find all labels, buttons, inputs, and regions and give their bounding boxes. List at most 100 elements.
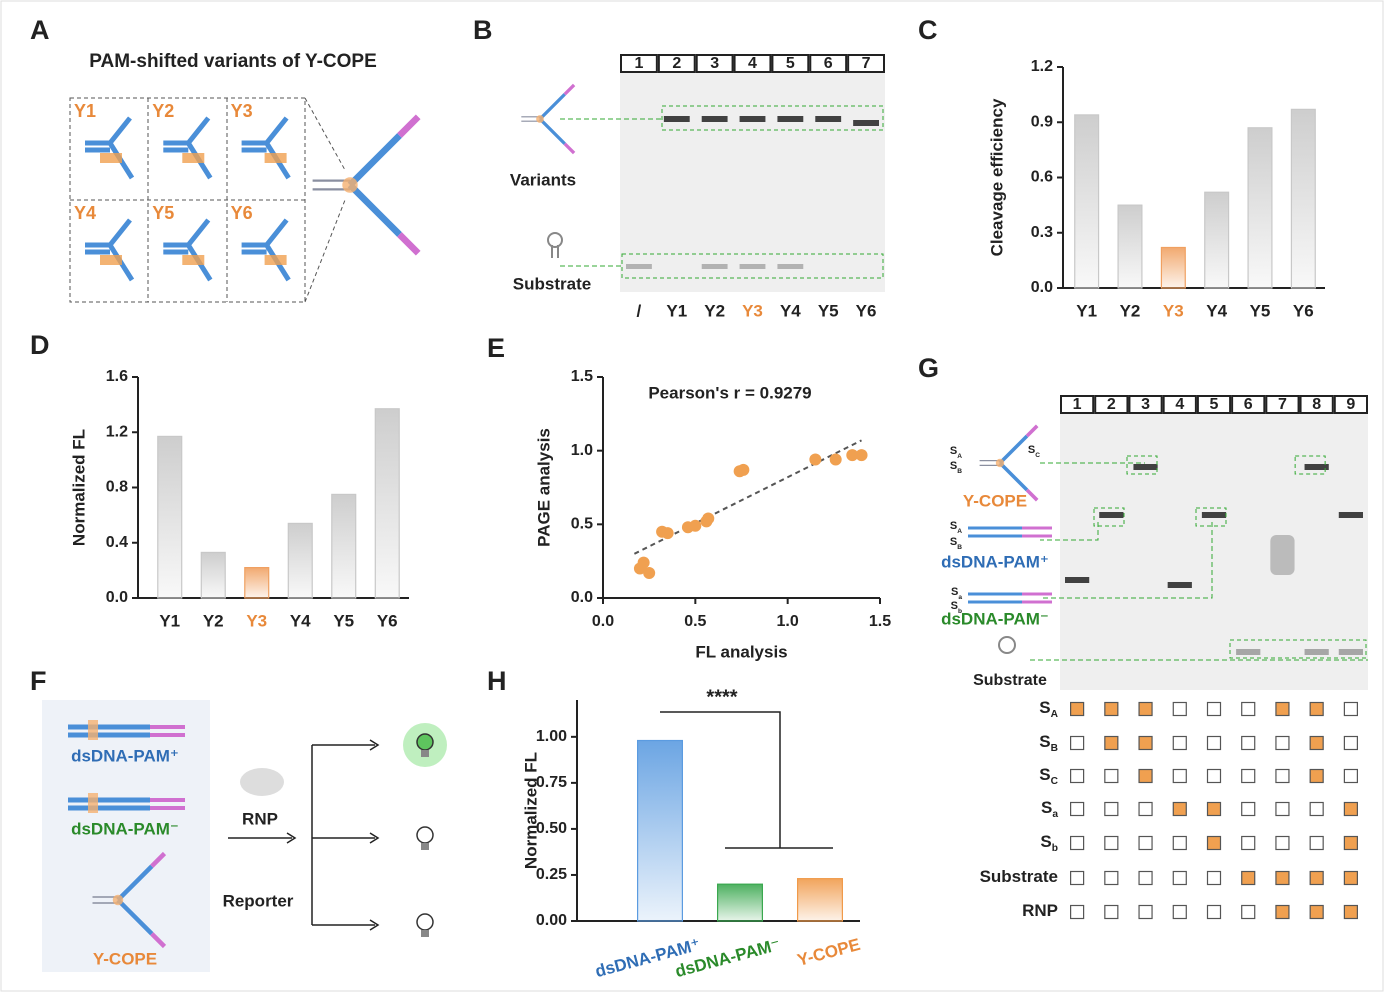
fit-line xyxy=(633,439,862,555)
strand-label: SA xyxy=(950,445,962,460)
symbol: S xyxy=(1039,698,1050,717)
panel-label: C xyxy=(918,15,938,45)
x-tick-label: Y5 xyxy=(333,611,354,630)
y-tick-label: 1.6 xyxy=(106,368,128,385)
y-axis-label: Normalized FL xyxy=(521,752,540,869)
significance-bracket xyxy=(660,711,833,849)
cell-empty xyxy=(1275,735,1290,751)
cell-empty xyxy=(1206,904,1222,920)
gel-band xyxy=(1065,577,1090,583)
cell-empty xyxy=(1172,768,1187,784)
input-label: dsDNA-PAM⁻ xyxy=(71,819,179,838)
lane-number: 4 xyxy=(1175,396,1184,413)
band-label: Variants xyxy=(510,170,576,189)
input-label: Y-COPE xyxy=(93,949,157,968)
cell-filled xyxy=(1206,801,1222,817)
cell-empty xyxy=(1206,768,1222,784)
input-label: dsDNA-PAM⁺ xyxy=(71,746,179,765)
sample-label: / xyxy=(637,301,642,320)
lane-number: 1 xyxy=(1073,396,1082,413)
cell-empty xyxy=(1070,768,1085,784)
symbol: S xyxy=(1041,798,1052,817)
band-box xyxy=(1195,507,1227,527)
dna-icon xyxy=(1022,592,1052,604)
dna-icon xyxy=(968,526,1022,538)
lane-number: 3 xyxy=(710,55,719,72)
lane-box xyxy=(847,54,886,73)
symbol: S xyxy=(1040,832,1051,851)
point xyxy=(637,556,650,569)
point xyxy=(809,453,822,466)
symbol: S xyxy=(950,445,957,457)
y-tick-label: 1.2 xyxy=(1031,58,1053,75)
y-tick-label: 0.6 xyxy=(1031,169,1053,186)
x-tick-label: 1.0 xyxy=(777,613,799,630)
variant-pam xyxy=(100,255,122,265)
bar xyxy=(157,435,183,599)
cell-empty xyxy=(1070,904,1085,920)
y-axis-label: Normalized FL xyxy=(69,429,88,546)
panel-label: G xyxy=(918,353,939,383)
gel-band xyxy=(1099,512,1124,518)
y-tick-label: 0.0 xyxy=(1031,279,1053,296)
sample-label: Y3 xyxy=(742,301,763,320)
strand-label: SB xyxy=(950,460,962,475)
bar xyxy=(200,551,226,599)
lane-number: 6 xyxy=(1244,396,1253,413)
lane-number: 8 xyxy=(1312,396,1321,413)
cell-filled xyxy=(1309,701,1324,717)
lane-number: 4 xyxy=(748,55,757,72)
y-tick-label: 0.50 xyxy=(536,820,567,837)
bar xyxy=(374,408,400,599)
strand-label: SC xyxy=(1028,444,1040,459)
subscript: a xyxy=(958,594,962,601)
variant-pam xyxy=(264,153,287,163)
variant-label: Y3 xyxy=(231,101,253,121)
variant-pam xyxy=(182,255,205,265)
lane-box xyxy=(1196,395,1232,414)
panel-label: H xyxy=(487,666,507,696)
band-box xyxy=(1294,455,1326,475)
cell-empty xyxy=(1070,870,1085,886)
strand-label: Sa xyxy=(951,586,962,601)
subscript: A xyxy=(957,528,962,535)
gel-band xyxy=(1133,464,1158,470)
symbol: S xyxy=(950,536,957,548)
x-tick-label: Y1 xyxy=(159,611,180,630)
bulb-base xyxy=(421,930,429,937)
cell-empty xyxy=(1343,735,1358,751)
lane-number: 7 xyxy=(862,55,871,72)
gel-band xyxy=(739,264,766,269)
x-tick-label: 1.5 xyxy=(869,613,891,630)
reagent: RNP xyxy=(242,809,278,828)
panel-label: E xyxy=(487,333,505,363)
subscript: A xyxy=(1051,709,1059,720)
cell-empty xyxy=(1206,701,1222,717)
cell-filled xyxy=(1275,870,1290,886)
x-tick-label: Y1 xyxy=(1076,301,1097,320)
cell-empty xyxy=(1138,801,1153,817)
symbol: S xyxy=(1028,444,1035,456)
variant-label: Y5 xyxy=(152,203,174,223)
lane-box xyxy=(1333,395,1369,414)
cell-empty xyxy=(1104,904,1119,920)
gel-smear xyxy=(1270,535,1295,575)
cell-empty xyxy=(1275,835,1290,851)
sample-label: Y6 xyxy=(856,301,877,320)
bulb-base xyxy=(421,750,429,757)
bar xyxy=(331,493,357,599)
lane-number: 9 xyxy=(1346,396,1355,413)
point xyxy=(661,527,674,540)
strand-label: SA xyxy=(1039,698,1058,719)
band-label: Substrate xyxy=(513,274,591,293)
panel-title: PAM-shifted variants of Y-COPE xyxy=(89,51,377,72)
point xyxy=(855,449,868,462)
cell-empty xyxy=(1206,735,1222,751)
panel-label: A xyxy=(30,15,50,45)
lane-box xyxy=(771,54,810,73)
x-tick-label: Y3 xyxy=(246,611,267,630)
pam-site xyxy=(88,793,98,813)
lane-box xyxy=(1299,395,1334,414)
cell-filled xyxy=(1241,870,1256,886)
symbol: S xyxy=(950,460,957,472)
